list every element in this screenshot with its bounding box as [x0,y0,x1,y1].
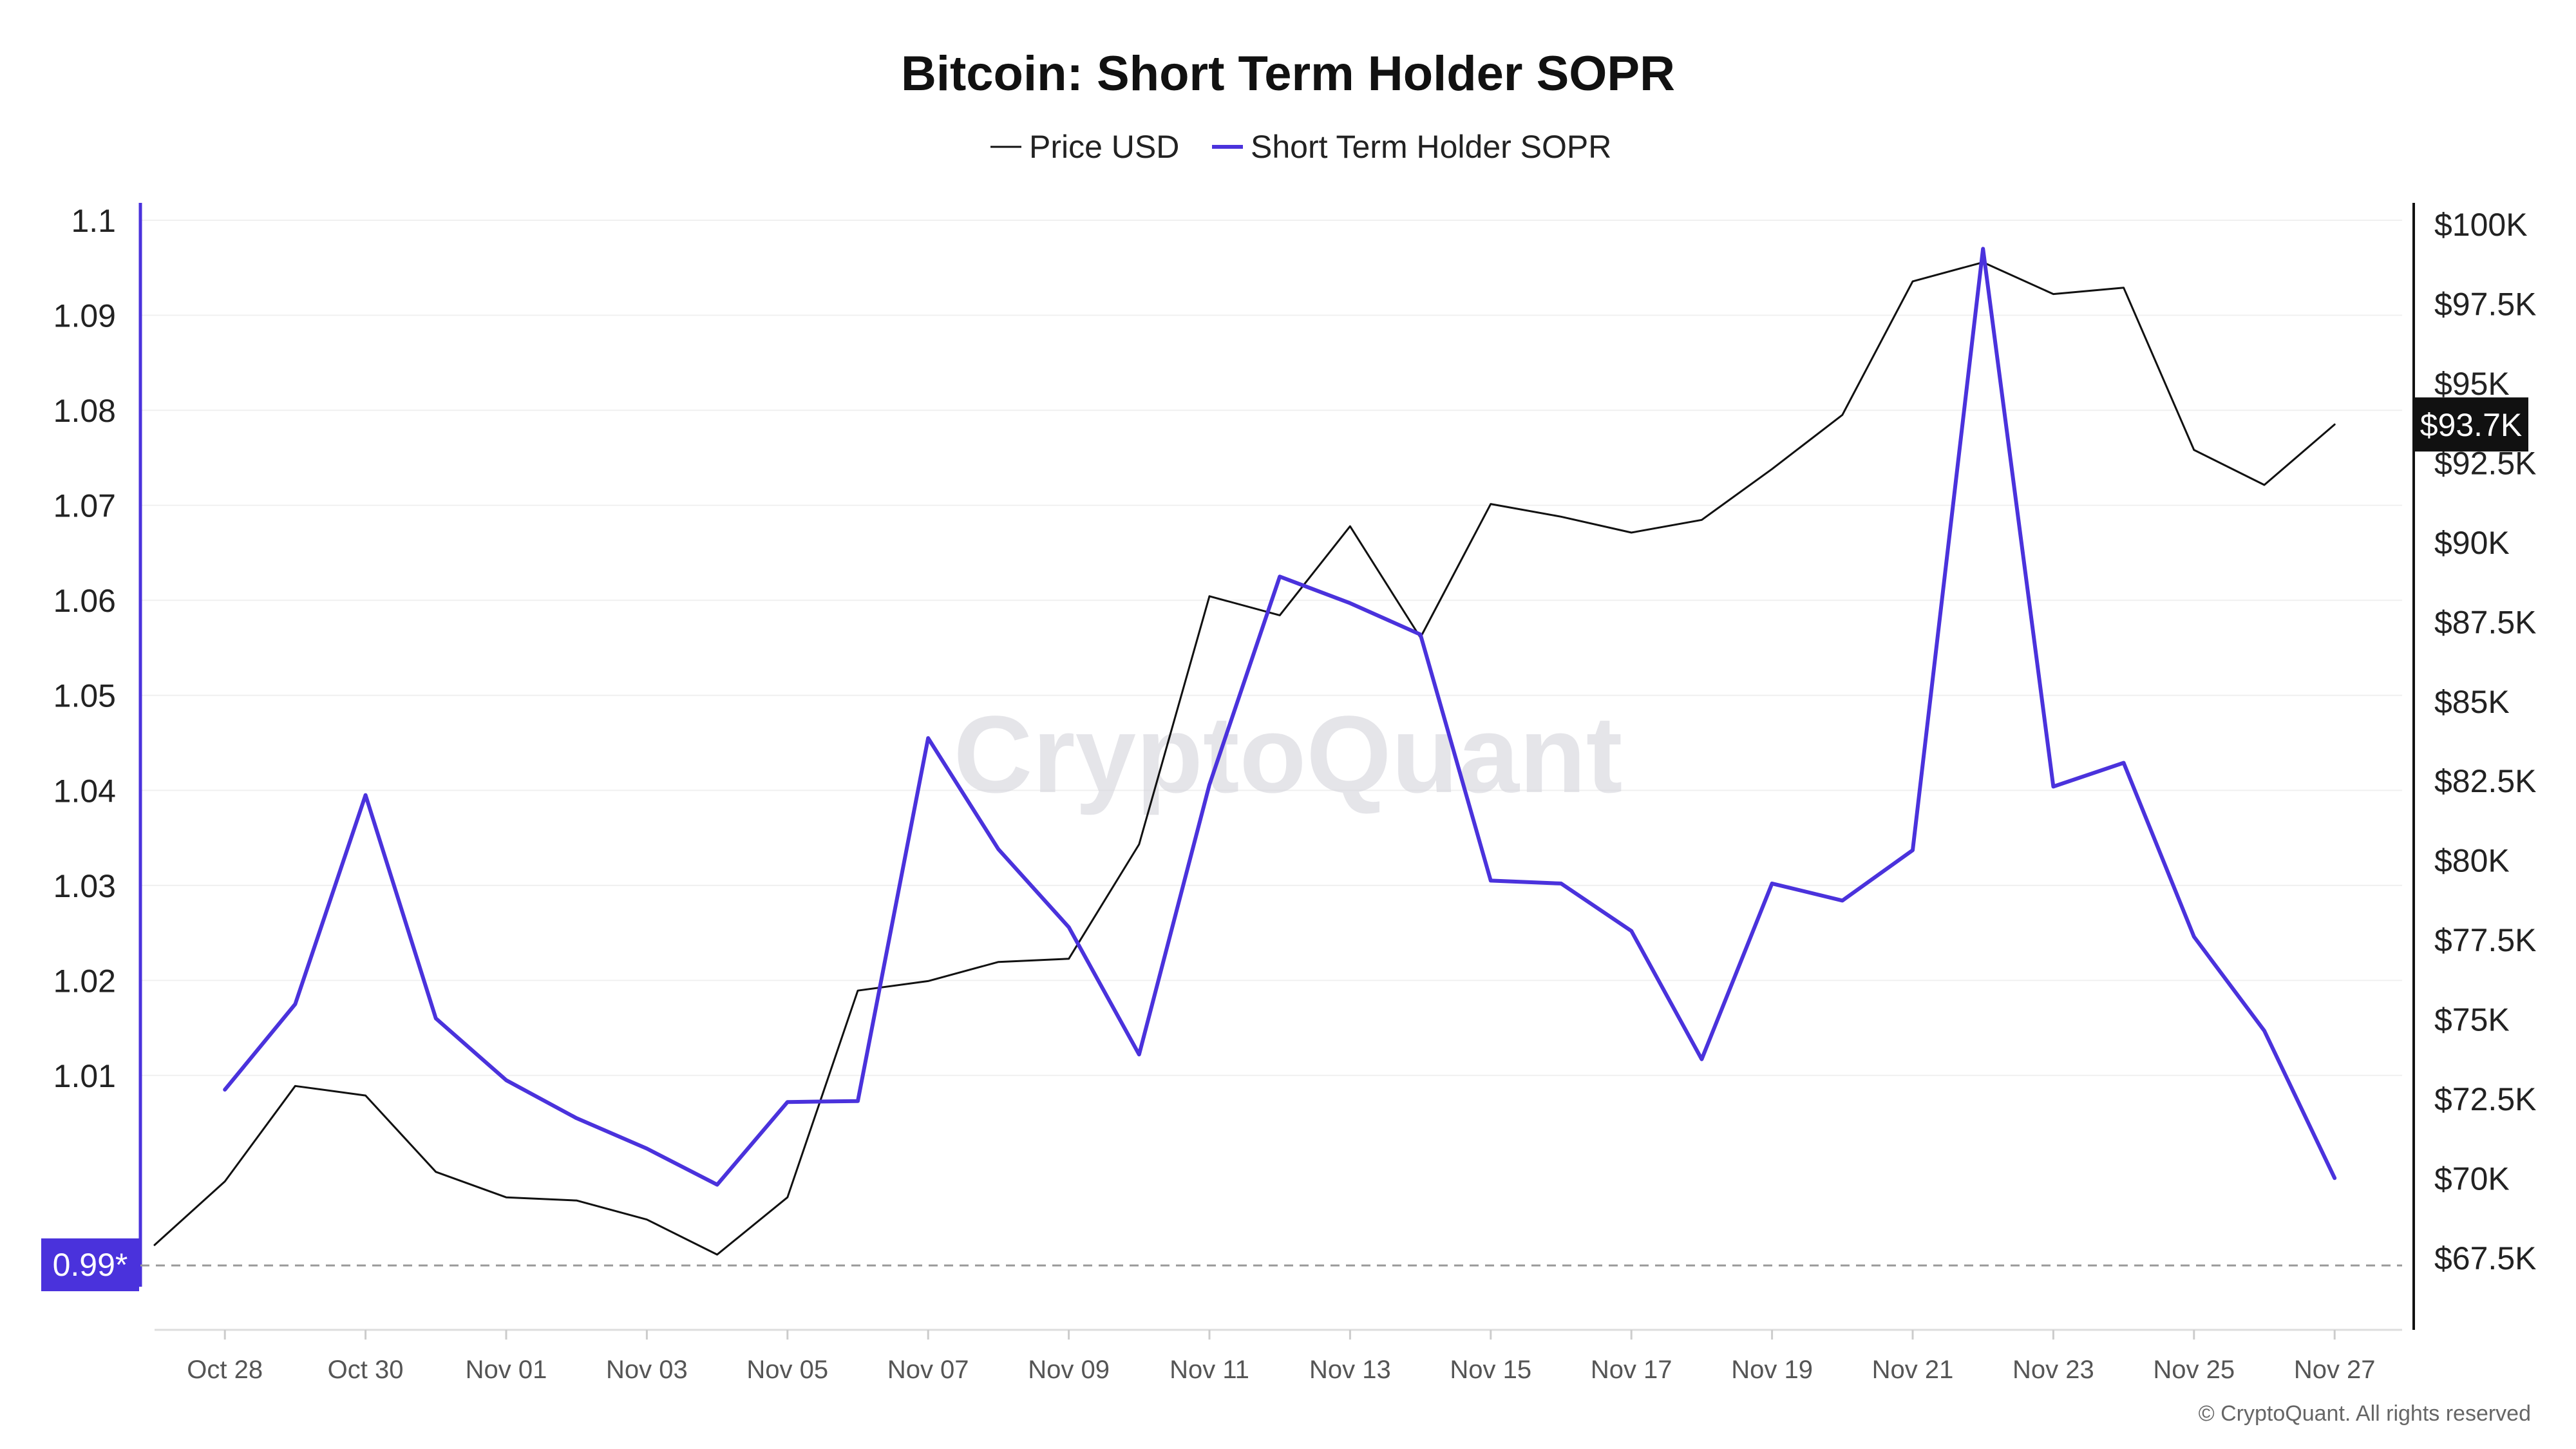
x-axis-tick-label: Nov 23 [2012,1356,2094,1384]
x-axis-tick-label: Nov 11 [1170,1356,1249,1384]
left-axis-tick-label: 1.1 [71,203,116,239]
right-axis-tick-label: $80K [2434,843,2510,879]
x-axis-tick-label: Nov 13 [1309,1356,1391,1384]
price-series-layer [153,261,2336,1256]
sopr-reference-badge-bg [41,1238,139,1291]
axes-layer [138,203,2415,1340]
left-axis-tick-label: 1.07 [53,488,116,524]
left-axis-ticks: 1.1 1.09 1.08 1.07 1.06 1.05 1.04 1.03 1.02 1.01 [53,203,116,1094]
x-axis-tick-label: Oct 28 [187,1356,263,1384]
right-axis-tick-label: $100K [2434,207,2528,243]
right-axis-tick-label: $75K [2434,1002,2510,1038]
right-axis-tick-label: $90K [2434,525,2510,561]
current-price-badge-bg [2414,397,2528,452]
right-axis-tick-label: $97.5K [2434,286,2536,322]
x-axis-tick-label: Nov 27 [2294,1356,2376,1384]
right-axis-ticks: $100K$97.5K$95K$92.5K$90K$87.5K$85K$82.5… [2434,207,2536,1276]
legend-sopr-label[interactable]: Short Term Holder SOPR [1251,129,1611,165]
x-axis-tick-label: Nov 21 [1872,1356,1954,1384]
legend-price-label[interactable]: Price USD [1029,129,1179,165]
left-axis-tick-label: 1.02 [53,963,116,999]
x-axis-ticks: Oct 28 Oct 30 Nov 01 Nov 03 Nov 05 Nov 07 Nov … [187,1356,2375,1384]
x-axis-tick-label: Nov 15 [1450,1356,1531,1384]
left-axis-tick-label: 1.03 [53,868,116,904]
x-axis-tick-label: Nov 19 [1731,1356,1813,1384]
left-axis-tick-label: 1.04 [53,773,116,809]
x-axis-tick-label: Nov 03 [606,1356,688,1384]
sopr-reference-badge-label: 0.99* [53,1247,128,1283]
price-usd-line [153,261,2336,1256]
x-axis-tick-label: Nov 17 [1591,1356,1672,1384]
x-axis-tick-label: Nov 09 [1028,1356,1110,1384]
right-axis-tick-label: $67.5K [2434,1240,2536,1276]
right-axis-tick-label: $95K [2434,366,2510,402]
left-axis-tick-label: 1.05 [53,678,116,714]
x-axis-tick-label: Nov 01 [466,1356,547,1384]
right-axis-tick-label: $77.5K [2434,922,2536,958]
right-axis-tick-label: $70K [2434,1161,2510,1197]
left-axis-tick-label: 1.09 [53,298,116,334]
x-axis-tick-label: Nov 07 [887,1356,969,1384]
right-axis-tick-label: $82.5K [2434,763,2536,799]
copyright-text: © CryptoQuant. All rights reserved [2199,1401,2531,1426]
right-axis-tick-label: $85K [2434,684,2510,720]
sopr-reference-badge: 0.99* [41,1238,139,1291]
chart-title: Bitcoin: Short Term Holder SOPR [901,46,1675,101]
watermark: CryptoQuant [954,694,1623,816]
current-price-badge: $93.7K [2414,397,2528,452]
right-axis-tick-label: $72.5K [2434,1081,2536,1117]
left-axis-tick-label: 1.06 [53,583,116,619]
left-axis-tick-label: 1.01 [53,1058,116,1094]
right-axis-tick-label: $87.5K [2434,604,2536,640]
grid-layer [140,220,2402,1076]
x-axis-tick-label: Nov 05 [746,1356,828,1384]
current-price-badge-label: $93.7K [2420,407,2522,443]
left-axis-tick-label: 1.08 [53,393,116,429]
x-axis-tick-label: Oct 30 [328,1356,404,1384]
x-axis-tick-label: Nov 25 [2153,1356,2235,1384]
legend[interactable]: Price USD Short Term Holder SOPR [990,129,1611,165]
sopr-series-layer [223,247,2337,1187]
